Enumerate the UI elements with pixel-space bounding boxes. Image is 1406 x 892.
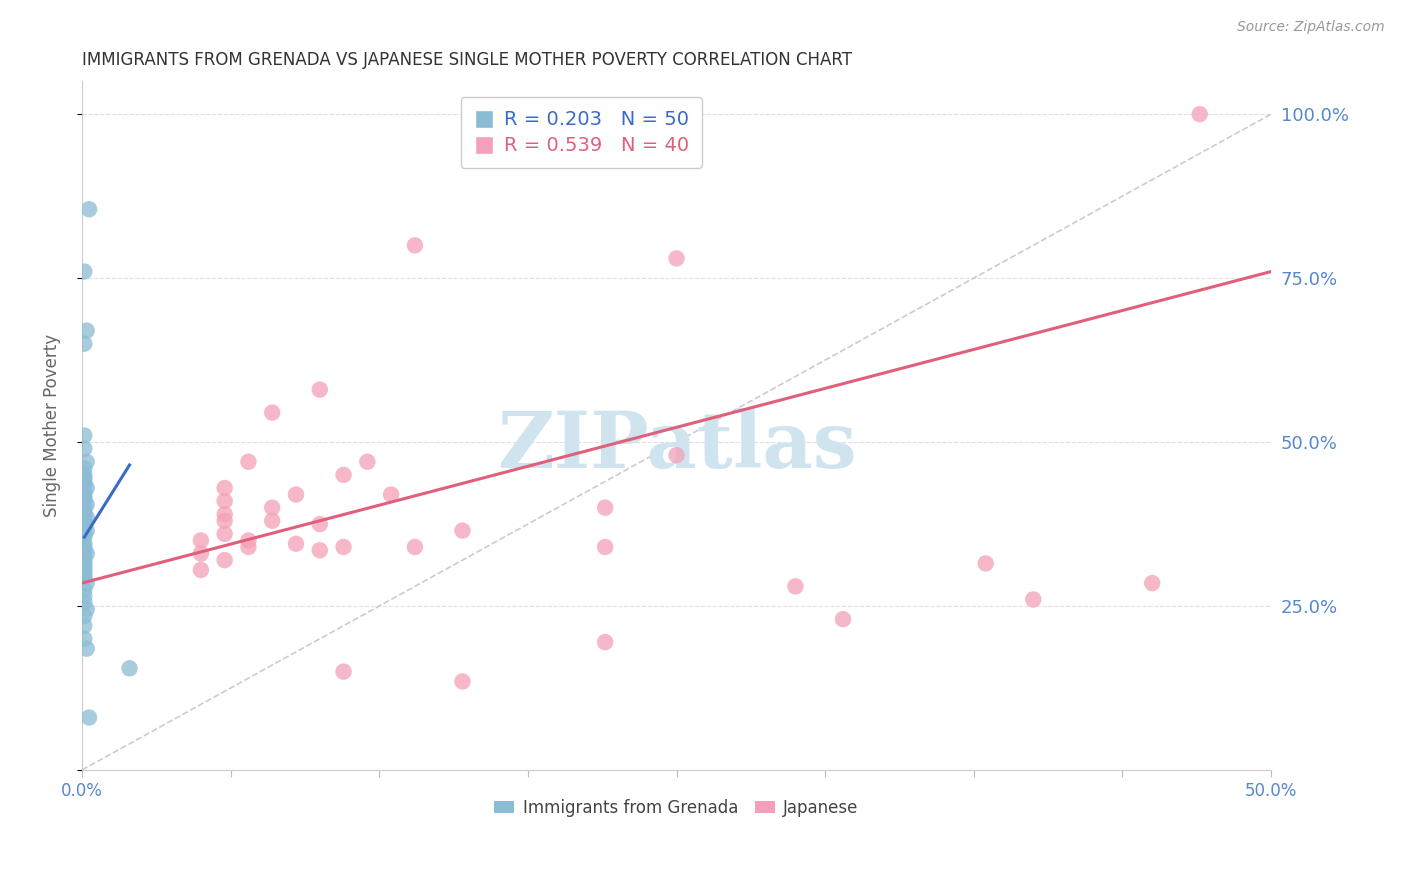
Point xyxy=(76,524,98,538)
Point xyxy=(77,710,100,724)
Point xyxy=(76,602,98,616)
Legend: Immigrants from Grenada, Japanese: Immigrants from Grenada, Japanese xyxy=(488,792,865,823)
Point xyxy=(73,471,96,485)
Point xyxy=(73,520,96,534)
Point xyxy=(73,467,96,482)
Point xyxy=(118,661,141,675)
Point xyxy=(73,569,96,583)
Point xyxy=(262,406,284,420)
Point xyxy=(73,336,96,351)
Point xyxy=(238,540,260,554)
Point xyxy=(76,547,98,561)
Point xyxy=(214,481,236,495)
Point xyxy=(73,582,96,597)
Point xyxy=(73,507,96,521)
Text: Source: ZipAtlas.com: Source: ZipAtlas.com xyxy=(1237,20,1385,34)
Point xyxy=(974,557,997,571)
Point xyxy=(76,497,98,511)
Point xyxy=(73,527,96,541)
Point xyxy=(356,455,378,469)
Point xyxy=(73,589,96,603)
Point xyxy=(76,576,98,591)
Point xyxy=(380,487,402,501)
Point xyxy=(285,537,308,551)
Point xyxy=(73,566,96,581)
Point xyxy=(665,252,688,266)
Point xyxy=(308,517,330,532)
Point xyxy=(73,264,96,278)
Point xyxy=(73,442,96,456)
Point xyxy=(76,481,98,495)
Point xyxy=(77,202,100,217)
Point xyxy=(214,494,236,508)
Point xyxy=(73,563,96,577)
Point xyxy=(404,238,426,252)
Point xyxy=(832,612,855,626)
Point xyxy=(308,383,330,397)
Point xyxy=(332,540,354,554)
Point xyxy=(1022,592,1045,607)
Point xyxy=(73,559,96,574)
Point xyxy=(262,500,284,515)
Point xyxy=(73,484,96,499)
Point xyxy=(190,547,212,561)
Point xyxy=(73,618,96,632)
Point xyxy=(190,533,212,548)
Point xyxy=(214,514,236,528)
Point xyxy=(214,507,236,521)
Text: ZIPatlas: ZIPatlas xyxy=(496,409,856,484)
Point xyxy=(593,635,616,649)
Point xyxy=(73,491,96,505)
Point xyxy=(73,549,96,564)
Point xyxy=(451,674,474,689)
Point xyxy=(73,530,96,544)
Point xyxy=(73,494,96,508)
Point xyxy=(73,553,96,567)
Point xyxy=(76,510,98,524)
Point xyxy=(73,543,96,558)
Point xyxy=(73,596,96,610)
Point xyxy=(1140,576,1163,591)
Point xyxy=(73,608,96,623)
Point xyxy=(76,455,98,469)
Point xyxy=(214,527,236,541)
Point xyxy=(593,540,616,554)
Point xyxy=(262,514,284,528)
Point xyxy=(190,563,212,577)
Point xyxy=(332,467,354,482)
Point xyxy=(238,533,260,548)
Point xyxy=(76,641,98,656)
Point xyxy=(73,537,96,551)
Text: IMMIGRANTS FROM GRENADA VS JAPANESE SINGLE MOTHER POVERTY CORRELATION CHART: IMMIGRANTS FROM GRENADA VS JAPANESE SING… xyxy=(82,51,852,69)
Point xyxy=(404,540,426,554)
Point xyxy=(73,514,96,528)
Point xyxy=(73,540,96,554)
Point xyxy=(665,448,688,462)
Point xyxy=(785,579,807,593)
Point xyxy=(332,665,354,679)
Point xyxy=(73,504,96,518)
Y-axis label: Single Mother Poverty: Single Mother Poverty xyxy=(44,334,60,517)
Point xyxy=(73,461,96,475)
Point xyxy=(73,475,96,489)
Point xyxy=(214,553,236,567)
Point xyxy=(593,500,616,515)
Point xyxy=(73,428,96,442)
Point xyxy=(285,487,308,501)
Point xyxy=(73,477,96,491)
Point xyxy=(73,632,96,646)
Point xyxy=(73,517,96,532)
Point xyxy=(73,487,96,501)
Point xyxy=(76,324,98,338)
Point xyxy=(73,557,96,571)
Point xyxy=(73,500,96,515)
Point xyxy=(451,524,474,538)
Point xyxy=(308,543,330,558)
Point xyxy=(1188,107,1211,121)
Point xyxy=(238,455,260,469)
